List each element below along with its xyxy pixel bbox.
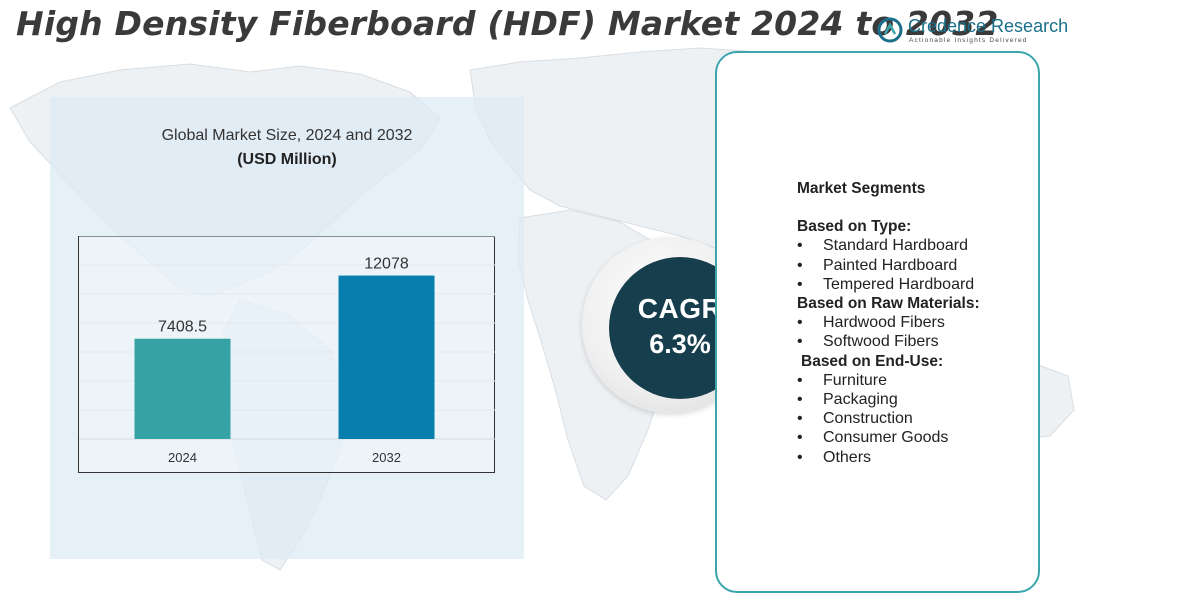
value-label-2024: 7408.5 (158, 319, 207, 336)
bar-2032 (338, 275, 435, 439)
cagr-value: 6.3% (649, 329, 711, 359)
segment-item: • Construction (797, 409, 1027, 428)
bars (134, 275, 435, 439)
bullet-icon: • (797, 391, 803, 409)
brand-tagline: Actionable Insights Delivered (909, 37, 1028, 44)
bullet-icon: • (797, 275, 803, 293)
segment-item-label: Painted Hardboard (823, 256, 958, 274)
segments-heading: Market Segments (797, 180, 926, 197)
segment-group-title: Based on Raw Materials: (797, 295, 980, 313)
segment-item-label: Consumer Goods (823, 429, 949, 447)
brand-logo: Credence Research Actionable Insights De… (876, 14, 1069, 46)
cagr-label: CAGR (637, 293, 723, 324)
category-labels: 2024 2032 (168, 450, 401, 465)
page-title: High Density Fiberboard (HDF) Market 202… (16, 4, 999, 43)
bullet-icon: • (797, 371, 803, 389)
value-labels: 7408.5 12078 (158, 256, 409, 336)
segment-group-title: Based on End-Use: (801, 352, 944, 370)
value-label-2032: 12078 (364, 256, 409, 273)
brand-name: Credence Research (908, 16, 1069, 36)
segment-group-raw-materials: Based on Raw Materials: • Hardwood Fibers… (797, 294, 1027, 352)
segment-item: • Others (797, 448, 1027, 467)
chart-subtitle: (USD Million) (237, 151, 337, 168)
bullet-icon: • (797, 333, 803, 351)
category-label-2032: 2032 (372, 450, 401, 465)
bullet-icon: • (797, 237, 803, 255)
segment-item: • Furniture (797, 371, 1027, 390)
bar-2024 (134, 338, 231, 439)
segment-list: • Standard Hardboard • Painted Hardboard •… (797, 236, 1027, 294)
segment-item: • Consumer Goods (797, 428, 1027, 447)
chart-title: Global Market Size, 2024 and 2032 (161, 127, 413, 144)
segment-item-label: Furniture (823, 371, 888, 389)
segment-group-type: Based on Type: • Standard Hardboard • Pain… (797, 217, 1027, 294)
segments-content: Market Segments Based on Type: • Standard… (797, 179, 1027, 467)
segment-list: • Hardwood Fibers • Softwood Fibers (797, 313, 1027, 351)
segment-item-label: Hardwood Fibers (823, 314, 945, 332)
segment-group-end-use: Based on End-Use: • Furniture • Packaging … (797, 352, 1027, 467)
segment-item: • Tempered Hardboard (797, 275, 1027, 294)
bullet-icon: • (797, 448, 803, 466)
segment-item: • Hardwood Fibers (797, 313, 1027, 332)
bullet-icon: • (797, 410, 803, 428)
segment-item-label: Tempered Hardboard (823, 275, 975, 293)
chart-panel: Global Market Size, 2024 and 2032 (USD M… (50, 97, 524, 559)
segment-item-label: Others (823, 448, 872, 466)
bullet-icon: • (797, 256, 803, 274)
segment-item: • Standard Hardboard (797, 236, 1027, 255)
segment-item: • Painted Hardboard (797, 256, 1027, 275)
segment-item-label: Packaging (823, 391, 898, 409)
segment-item: • Packaging (797, 390, 1027, 409)
segment-list: • Furniture • Packaging • Construction • Con… (797, 371, 1027, 467)
segment-item: • Softwood Fibers (797, 332, 1027, 351)
category-label-2024: 2024 (168, 450, 197, 465)
credence-logo-icon (877, 17, 903, 43)
bullet-icon: • (797, 314, 803, 332)
bullet-icon: • (797, 429, 803, 447)
segments-card (715, 51, 1040, 593)
segment-group-title: Based on Type: (797, 218, 912, 236)
segment-item-label: Standard Hardboard (823, 237, 968, 255)
segment-item-label: Softwood Fibers (823, 333, 939, 351)
bar-chart: 7408.5 12078 2024 2032 (78, 236, 495, 473)
segment-item-label: Construction (823, 410, 913, 428)
